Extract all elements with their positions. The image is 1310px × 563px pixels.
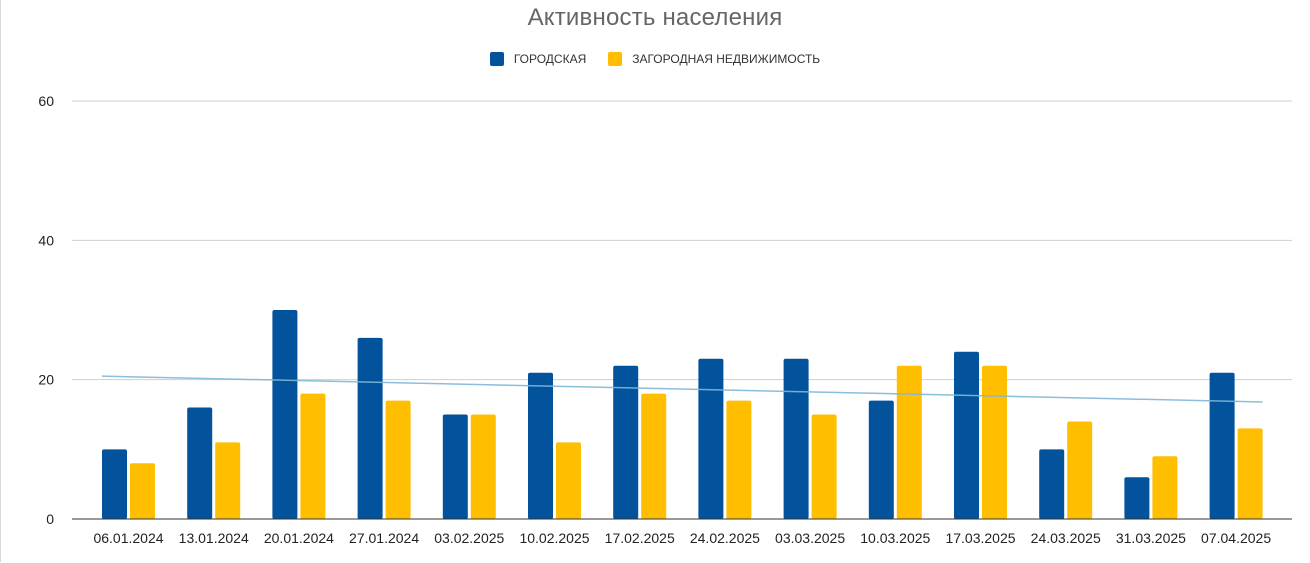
chart-legend: ГОРОДСКАЯ ЗАГОРОДНАЯ НЕДВИЖИМОСТЬ [0,52,1310,66]
x-tick-label: 27.01.2024 [349,530,419,546]
x-tick-label: 07.04.2025 [1201,530,1271,546]
bar-city [102,449,127,519]
x-tick-label: 20.01.2024 [264,530,334,546]
y-tick-label: 20 [38,372,54,388]
legend-item-city[interactable]: ГОРОДСКАЯ [489,52,587,66]
x-tick-label: 13.01.2024 [179,530,249,546]
bar-city [1039,449,1065,519]
x-tick-label: 10.03.2025 [860,530,930,546]
x-tick-label: 31.03.2025 [1116,530,1186,546]
legend-item-country[interactable]: ЗАГОРОДНАЯ НЕДВИЖИМОСТЬ [608,52,820,66]
bar-country [726,400,752,519]
bar-country [556,442,581,519]
bar-country [130,463,155,519]
bar-city [954,351,979,519]
bar-country [1237,428,1263,519]
legend-swatch-city [489,52,504,66]
bar-city [528,372,553,519]
trendline [101,375,1263,403]
bar-city [613,365,639,519]
bar-city [357,337,383,519]
bar-country [982,365,1007,519]
x-tick-label: 03.03.2025 [775,530,845,546]
bar-city [783,358,809,519]
x-tick-label: 03.02.2025 [434,530,504,546]
bar-country [896,365,922,519]
bar-city [1124,477,1150,519]
x-tick-label: 17.03.2025 [945,530,1015,546]
bar-country [811,414,837,519]
y-tick-label: 60 [38,93,54,109]
bar-city [868,400,894,519]
x-tick-label: 10.02.2025 [519,530,589,546]
legend-label-city: ГОРОДСКАЯ [513,52,587,66]
x-tick-label: 17.02.2025 [605,530,675,546]
bar-city [272,310,298,519]
x-tick-label: 24.02.2025 [690,530,760,546]
bar-city [698,358,724,519]
legend-swatch-country [608,52,623,66]
bar-country [215,442,241,519]
bar-city [442,414,468,519]
chart-title: Активность населения [527,4,783,31]
bar-country [300,393,326,519]
y-tick-label: 40 [38,232,54,248]
x-tick-label: 24.03.2025 [1031,530,1101,546]
legend-label-country: ЗАГОРОДНАЯ НЕДВИЖИМОСТЬ [632,52,821,66]
bar-city [187,407,213,519]
y-tick-label: 0 [46,511,54,527]
bar-country [385,400,411,519]
bar-country [1067,421,1093,519]
x-tick-label: 06.01.2024 [93,530,163,546]
bar-country [470,414,496,519]
bar-country [641,393,667,519]
bar-country [1152,456,1178,519]
bar-city [1209,372,1235,519]
